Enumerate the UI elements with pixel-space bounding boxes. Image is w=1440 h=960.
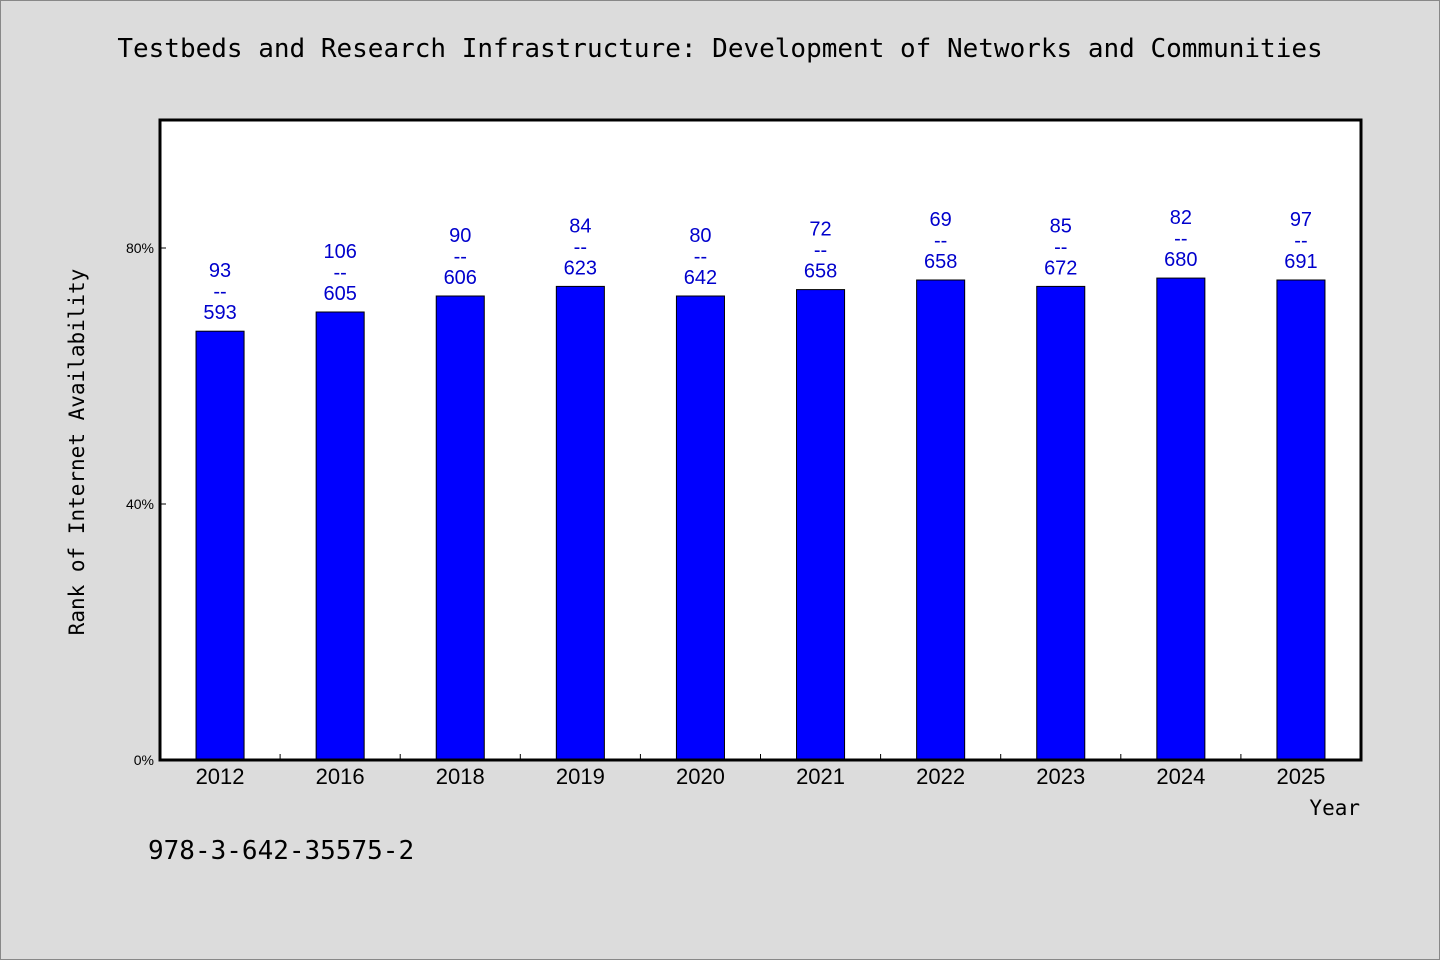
- bar: [195, 330, 245, 761]
- y-axis: 0% 40% 80%: [126, 240, 166, 768]
- bar: [796, 289, 846, 761]
- x-tick-label: 2023: [1036, 764, 1085, 789]
- bar-annotation: 642: [684, 267, 717, 289]
- y-tick-label: 80%: [126, 240, 154, 256]
- x-tick-label: 2018: [436, 764, 485, 789]
- bar-annotation: --: [454, 246, 467, 268]
- y-tick-label: 0%: [134, 752, 154, 768]
- bar-annotation: 658: [804, 261, 837, 283]
- bar: [1036, 285, 1086, 761]
- bar-annotation: --: [213, 281, 226, 303]
- bar-annotation: --: [694, 246, 707, 268]
- bar-annotation: --: [814, 240, 827, 262]
- x-tick-label: 2012: [196, 764, 245, 789]
- bar-annotation: 69: [930, 209, 952, 231]
- bar-annotation: 605: [323, 283, 356, 305]
- x-tick-label: 2021: [796, 764, 845, 789]
- bar-annotation: 623: [564, 257, 597, 279]
- bar-annotation: 85: [1050, 215, 1072, 237]
- x-tick-label: 2022: [916, 764, 965, 789]
- bar-annotation: 90: [449, 225, 471, 247]
- x-tick-label: 2019: [556, 764, 605, 789]
- bar-annotation: 93: [209, 260, 231, 282]
- bar-annotation: 106: [323, 241, 356, 263]
- bar-annotation: --: [1294, 230, 1307, 252]
- bar-annotation: 80: [689, 225, 711, 247]
- bars-group: [195, 277, 1326, 761]
- isbn-footnote: 978-3-642-35575-2: [148, 836, 415, 866]
- bar: [435, 295, 485, 761]
- x-tick-label: 2020: [676, 764, 725, 789]
- bar-annotation: 593: [203, 302, 236, 324]
- bar: [1276, 279, 1326, 761]
- bar-annotation: 72: [809, 219, 831, 241]
- bar: [916, 279, 966, 761]
- bar: [555, 285, 605, 761]
- x-tick-label: 2016: [316, 764, 365, 789]
- bar-annotation: --: [574, 236, 587, 258]
- chart-title: Testbeds and Research Infrastructure: De…: [117, 34, 1323, 64]
- bar-annotation: 672: [1044, 257, 1077, 279]
- y-axis-label: Rank of Internet Availability: [65, 268, 89, 636]
- x-tick-label: 2025: [1276, 764, 1325, 789]
- bar-annotation: 606: [444, 267, 477, 289]
- bar-annotation: 691: [1284, 251, 1317, 273]
- bar: [315, 311, 365, 761]
- bar-annotation: --: [333, 262, 346, 284]
- bar-annotation: 680: [1164, 249, 1197, 271]
- bar-annotation: 658: [924, 251, 957, 273]
- x-axis-label: Year: [1309, 796, 1360, 820]
- bar-annotation: 97: [1290, 209, 1312, 231]
- bar-annotation: --: [1174, 228, 1187, 250]
- bar-annotation: 84: [569, 215, 591, 237]
- bar-annotation: 82: [1170, 207, 1192, 229]
- bar: [675, 295, 725, 761]
- bar: [1156, 277, 1206, 761]
- bar-labels-group: 93--593106--60590--60684--62380--64272--…: [203, 207, 1317, 324]
- plot-border: [158, 118, 1363, 762]
- bar-annotation: --: [1054, 236, 1067, 258]
- x-tick-label: 2024: [1156, 764, 1205, 789]
- y-tick-label: 40%: [126, 496, 154, 512]
- bar-annotation: --: [934, 230, 947, 252]
